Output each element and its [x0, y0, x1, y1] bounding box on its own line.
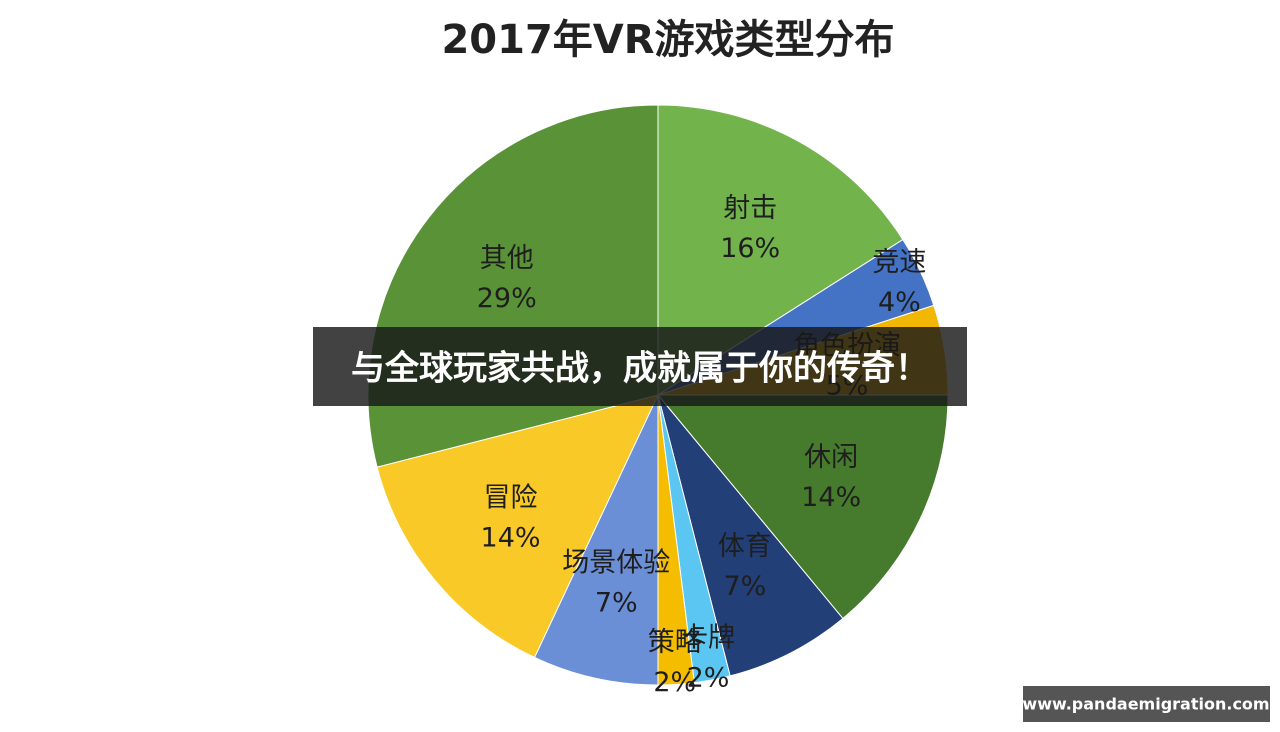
slice-category: 体育 [718, 531, 772, 562]
pie-slice [657, 104, 904, 396]
slice-value-label: 29% [477, 283, 537, 314]
banner-text: 与全球玩家共战，成就属于你的传奇！ [351, 349, 929, 389]
slice-value-label: 7% [723, 571, 766, 602]
watermark-bg [1023, 686, 1270, 722]
slice-value-label: 2% [653, 667, 696, 698]
slice-value-label: 14% [481, 523, 541, 554]
slice-value-label: 2% [687, 663, 730, 694]
slice-category: 竞速 [872, 247, 926, 278]
slice-category: 休闲 [804, 442, 858, 473]
pie-slice [533, 394, 659, 686]
slice-category: 策略 [648, 627, 702, 658]
watermark: www.pandaemigration.com [1022, 695, 1269, 714]
slice-category: 场景体验 [562, 547, 670, 578]
slice-value-label: 4% [878, 287, 921, 318]
pie-slice [376, 394, 659, 659]
banner-bg [313, 327, 967, 406]
slice-category: 冒险 [484, 483, 538, 514]
pie-slice [657, 394, 844, 677]
chart-title: 2017年VR游戏类型分布 [441, 17, 894, 63]
slice-value-label: 16% [720, 233, 780, 264]
slice-value-label: 7% [595, 587, 638, 618]
slice-category: 射击 [723, 193, 777, 224]
slice-category: 卡牌 [681, 623, 735, 654]
slice-category: 其他 [480, 243, 534, 274]
pie-slice [656, 394, 949, 620]
slice-value-label: 14% [801, 482, 861, 513]
